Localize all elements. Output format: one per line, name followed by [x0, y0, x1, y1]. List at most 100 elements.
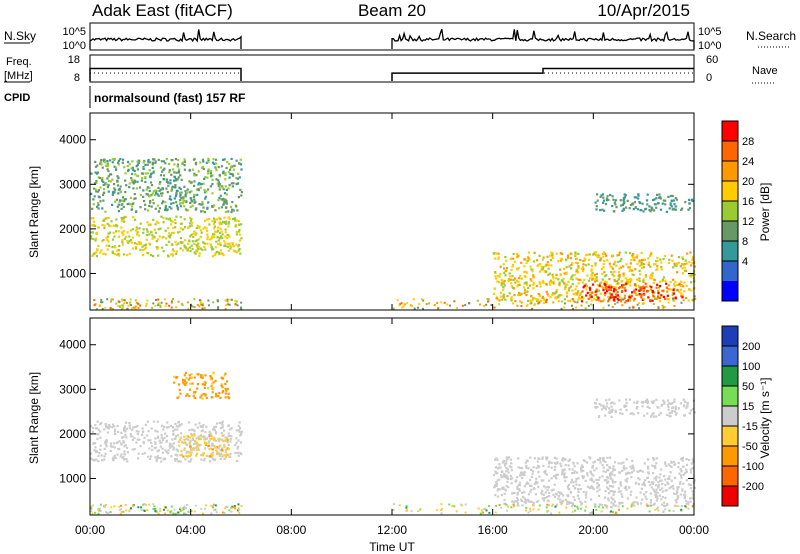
echo-cell: [610, 415, 613, 418]
echo-cell: [149, 223, 152, 226]
echo-cell: [584, 500, 587, 503]
echo-cell: [184, 247, 187, 250]
echo-cell: [655, 479, 658, 482]
echo-cell: [226, 438, 229, 441]
echo-cell: [609, 411, 612, 414]
power-ylabel: Slant Range [km]: [27, 166, 41, 258]
ground-scatter-cell: [110, 506, 113, 509]
echo-cell: [240, 223, 243, 226]
echo-cell: [519, 300, 522, 303]
ground-scatter-cell: [435, 509, 438, 512]
echo-cell: [219, 449, 222, 452]
echo-cell: [121, 456, 124, 459]
echo-cell: [576, 292, 579, 295]
echo-cell: [207, 387, 210, 390]
echo-cell: [517, 457, 520, 460]
echo-cell: [625, 458, 628, 461]
echo-cell: [227, 392, 230, 395]
echo-cell: [669, 202, 672, 205]
echo-cell: [639, 209, 642, 212]
ground-scatter-cell: [101, 301, 104, 304]
echo-cell: [681, 294, 684, 297]
echo-cell: [142, 228, 145, 231]
echo-cell: [565, 258, 568, 261]
echo-cell: [632, 413, 635, 416]
echo-cell: [123, 220, 126, 223]
echo-cell: [103, 217, 106, 221]
echo-cell: [149, 173, 153, 176]
echo-cell: [621, 501, 624, 504]
echo-cell: [548, 460, 551, 463]
echo-cell: [165, 243, 168, 247]
echo-cell: [114, 432, 117, 435]
echo-cell: [146, 420, 149, 423]
echo-cell: [505, 485, 508, 488]
echo-cell: [693, 265, 696, 268]
echo-cell: [591, 486, 594, 489]
echo-cell: [609, 466, 612, 469]
echo-cell: [174, 221, 177, 225]
echo-cell: [539, 285, 542, 288]
echo-cell: [525, 271, 528, 274]
echo-cell: [625, 280, 628, 283]
echo-cell: [124, 433, 127, 436]
ground-scatter-cell: [154, 508, 157, 511]
echo-cell: [541, 267, 544, 271]
echo-cell: [139, 206, 142, 209]
echo-cell: [540, 479, 543, 482]
echo-cell: [133, 169, 136, 173]
echo-cell: [685, 499, 688, 502]
echo-cell: [593, 503, 596, 506]
echo-cell: [649, 277, 652, 280]
echo-cell: [143, 244, 146, 247]
echo-cell: [653, 203, 656, 206]
echo-cell: [193, 442, 196, 445]
echo-cell: [222, 202, 226, 205]
echo-cell: [214, 246, 217, 249]
echo-cell: [236, 451, 239, 454]
echo-cell: [102, 188, 106, 191]
echo-cell: [146, 163, 149, 166]
echo-cell: [685, 468, 688, 471]
echo-cell: [140, 179, 143, 182]
echo-cell: [626, 282, 629, 285]
echo-cell: [673, 400, 676, 404]
echo-cell: [175, 189, 178, 192]
echo-cell: [619, 260, 622, 263]
echo-cell: [153, 236, 156, 239]
echo-cell: [150, 184, 154, 187]
echo-cell: [120, 207, 123, 210]
echo-cell: [639, 469, 642, 472]
echo-cell: [230, 211, 233, 214]
echo-cell: [670, 486, 673, 489]
echo-cell: [164, 432, 167, 435]
echo-cell: [189, 205, 192, 208]
echo-cell: [620, 290, 624, 293]
freq-panel: Freq. [MHz] 18 8 60 0 Nave: [4, 54, 778, 84]
echo-cell: [655, 457, 658, 460]
ground-scatter-cell: [605, 506, 608, 509]
echo-cell: [496, 280, 499, 283]
echo-cell: [597, 296, 600, 299]
ground-scatter-cell: [550, 512, 553, 515]
ground-scatter-cell: [224, 308, 227, 310]
echo-cell: [663, 501, 666, 504]
echo-cell: [122, 205, 125, 209]
echo-cell: [656, 259, 659, 262]
echo-cell: [546, 255, 549, 258]
echo-cell: [235, 177, 238, 180]
echo-cell: [530, 294, 533, 298]
echo-cell: [152, 170, 155, 173]
echo-cell: [182, 441, 185, 444]
echo-cell: [220, 252, 223, 255]
echo-cell: [131, 228, 134, 231]
echo-cell: [110, 220, 113, 223]
echo-cell: [633, 289, 636, 292]
echo-cell: [593, 460, 596, 463]
echo-cell: [587, 297, 590, 300]
echo-cell: [638, 289, 641, 292]
echo-cell: [661, 490, 664, 493]
echo-cell: [174, 195, 177, 198]
echo-cell: [678, 291, 681, 294]
echo-cell: [218, 231, 221, 235]
